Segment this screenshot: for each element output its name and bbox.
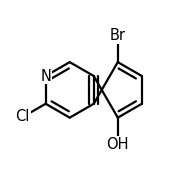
Text: OH: OH bbox=[107, 137, 129, 151]
Text: Br: Br bbox=[110, 28, 126, 43]
Text: Cl: Cl bbox=[16, 109, 30, 124]
Text: N: N bbox=[40, 69, 51, 83]
